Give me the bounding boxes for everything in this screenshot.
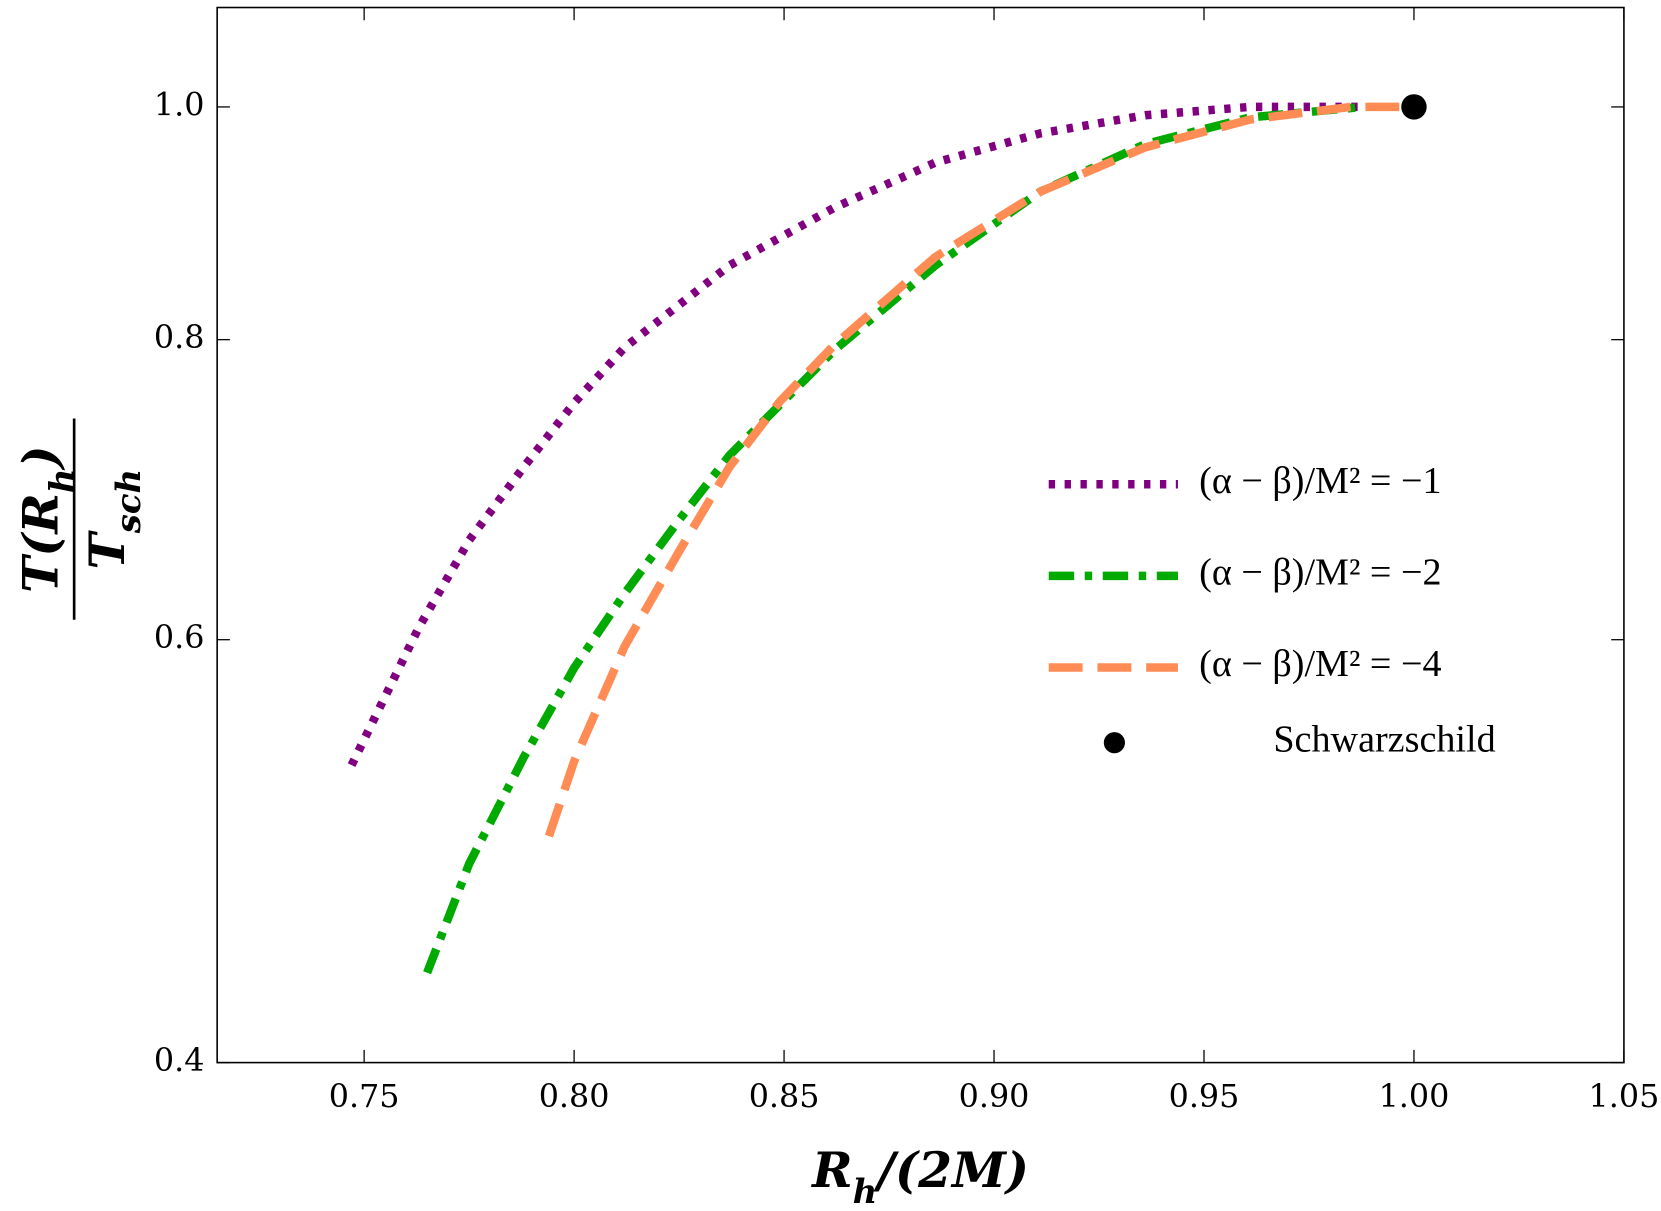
y-tick-label: 0.4: [154, 1043, 205, 1079]
label-part: sch: [108, 469, 148, 534]
series-line: [347, 102, 1364, 767]
legend-marker: [1103, 732, 1125, 754]
legend-label: (α − β)/M² = −1: [1199, 460, 1441, 502]
label-part: T(R: [12, 493, 69, 593]
x-tick-label: 0.75: [329, 1079, 400, 1115]
x-tick-label: 0.85: [749, 1079, 820, 1115]
series-line: [544, 102, 1414, 838]
y-tick-label: 0.8: [154, 320, 205, 356]
legend-label: Schwarzschild: [1273, 718, 1495, 760]
y-axis-label: T(Rh)Tsch: [12, 418, 149, 620]
x-tick-label: 1.00: [1379, 1079, 1450, 1115]
x-tick-label: 0.95: [1169, 1079, 1240, 1115]
label-part: ): [12, 445, 69, 470]
x-tick-label: 0.80: [539, 1079, 610, 1115]
y-label-numerator: T(Rh): [12, 445, 82, 593]
y-tick-label: 1.0: [154, 87, 205, 123]
series-line: [423, 102, 1364, 975]
plot-frame: [216, 6, 1625, 1064]
legend-label: (α − β)/M² = −2: [1199, 552, 1441, 594]
label-part: /(2M): [873, 1141, 1029, 1198]
label-part: h: [853, 1171, 878, 1211]
label-part: T: [79, 529, 136, 569]
x-tick-label: 0.90: [959, 1079, 1030, 1115]
legend-label: (α − β)/M² = −4: [1199, 643, 1441, 685]
y-label-denominator: Tsch: [79, 469, 149, 570]
x-axis-label: Rh/(2M): [810, 1141, 1029, 1211]
label-part: R: [810, 1141, 853, 1198]
y-tick-label: 0.6: [154, 620, 205, 656]
label-part: h: [41, 468, 81, 493]
x-tick-label: 1.05: [1589, 1079, 1660, 1115]
point: [1401, 94, 1427, 120]
